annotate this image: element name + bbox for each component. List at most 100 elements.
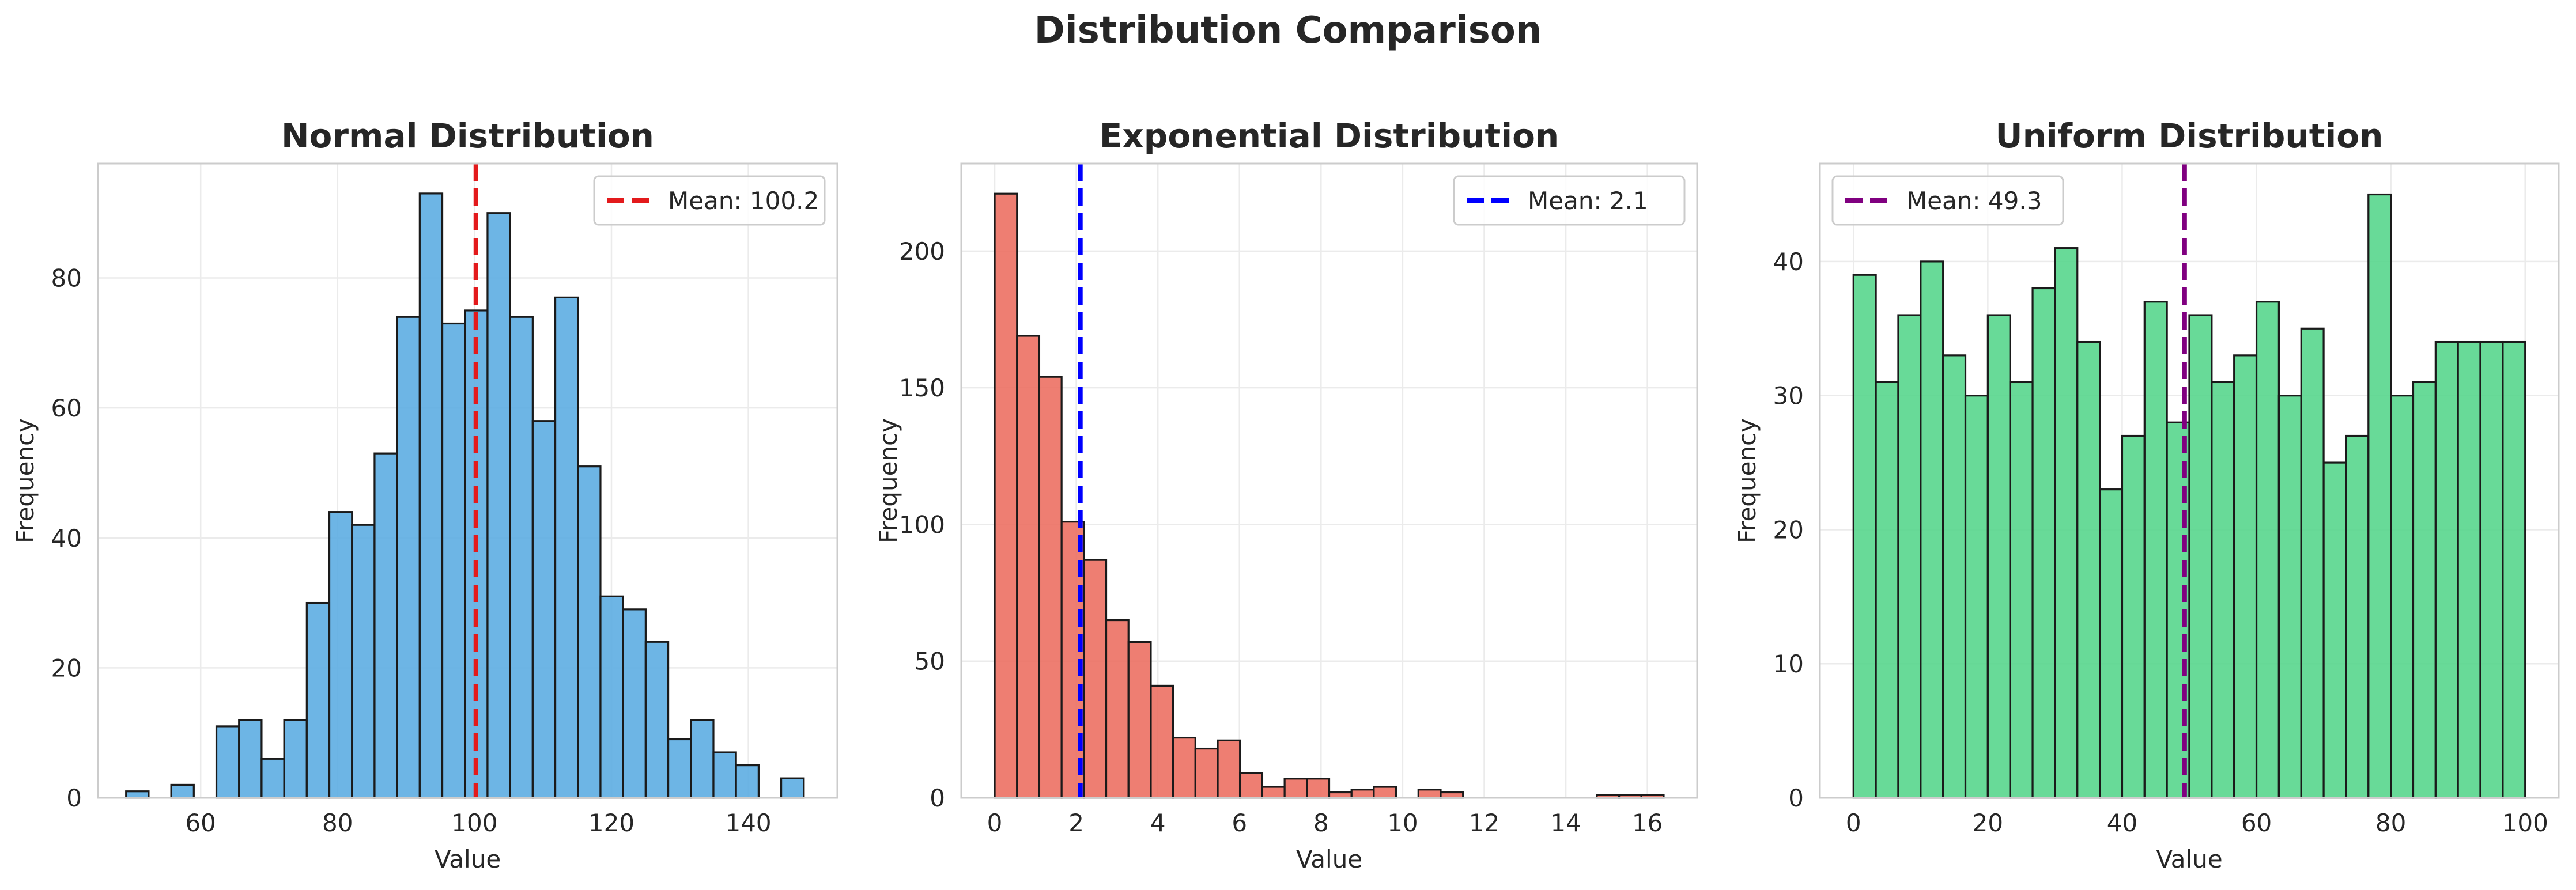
chart-uniform: 0 20 40 60 80 100 0 10 20 30 40 Uniform Distributio…: [1733, 116, 2560, 873]
y-tick-label: 80: [51, 264, 82, 293]
histogram-bar: [1194, 747, 1219, 799]
histogram-bar: [2322, 461, 2347, 799]
x-axis-label: Value: [2156, 845, 2222, 873]
histogram-bar: [1373, 786, 1397, 799]
x-axis-label: Value: [1296, 845, 1362, 873]
histogram-bar: [2300, 327, 2325, 799]
axes-frame: [1819, 162, 2560, 799]
y-tick-label: 20: [51, 654, 82, 682]
histogram-bar: [599, 595, 624, 799]
histogram-bar: [1127, 641, 1152, 799]
axes-frame: [960, 162, 1698, 799]
histogram-bar: [2121, 434, 2146, 799]
histogram-bar: [2457, 340, 2481, 799]
legend: Mean: 100.2: [593, 175, 826, 226]
x-tick-label: 8: [1313, 809, 1329, 837]
histogram-bar: [2345, 434, 2370, 799]
chart-title: Normal Distribution: [281, 116, 654, 156]
y-tick-label: 40: [1773, 248, 1804, 276]
y-tick-label: 10: [1773, 650, 1804, 678]
y-tick-label: 200: [899, 237, 945, 266]
legend: Mean: 2.1: [1453, 175, 1686, 226]
x-tick-label: 14: [1550, 809, 1581, 837]
histogram-bar: [1350, 789, 1375, 799]
histogram-bar: [2255, 301, 2280, 799]
x-tick-label: 80: [322, 809, 353, 837]
histogram-bar: [2099, 488, 2124, 799]
legend-box: [593, 175, 826, 226]
legend: Mean: 49.3: [1831, 175, 2064, 226]
histogram-bar: [1105, 619, 1130, 799]
y-tick-label: 0: [930, 784, 945, 812]
histogram-bar: [2367, 193, 2392, 799]
chart-title: Exponential Distribution: [1100, 116, 1559, 156]
x-tick-label: 40: [2107, 809, 2137, 837]
histogram-bar: [2479, 340, 2504, 799]
histogram-bar: [328, 511, 353, 799]
histogram-bar: [1942, 354, 1967, 799]
histogram-bar: [2390, 395, 2415, 799]
x-tick-label: 0: [987, 809, 1003, 837]
y-tick-label: 0: [66, 784, 82, 812]
histogram-bar: [509, 316, 534, 799]
y-axis-label: Frequency: [11, 418, 39, 543]
histogram-bar: [554, 296, 579, 799]
histogram-bar: [622, 608, 647, 799]
legend-label: Mean: 2.1: [1528, 187, 1648, 215]
histogram-bar: [1016, 335, 1041, 799]
histogram-bar: [1038, 376, 1063, 799]
histogram-bar: [125, 790, 150, 799]
histogram-bar: [418, 192, 444, 799]
histogram-bar: [735, 764, 760, 799]
x-tick-label: 20: [1973, 809, 2003, 837]
legend-box: [1453, 175, 1686, 226]
chart-exponential: 0 2 4 6 8 10 12 14 16 0 50 100 150 200 Exponential Dis…: [874, 116, 1698, 873]
legend-label: Mean: 100.2: [668, 187, 819, 215]
histogram-bar: [531, 420, 557, 799]
histogram-bar: [2211, 381, 2235, 799]
x-tick-label: 4: [1150, 809, 1166, 837]
histogram-bar: [1852, 274, 1877, 799]
y-tick-label: 150: [899, 374, 945, 402]
x-tick-label: 100: [451, 809, 497, 837]
histogram-bar: [644, 641, 670, 799]
figure-title: Distribution Comparison: [1034, 9, 1542, 52]
x-tick-label: 60: [185, 809, 216, 837]
histogram-bar: [667, 738, 692, 799]
histogram-bar: [690, 719, 715, 799]
histogram-bar: [1217, 739, 1241, 799]
y-tick-label: 20: [1773, 516, 1804, 544]
legend-box: [1831, 175, 2064, 226]
histogram-bar: [486, 212, 511, 799]
histogram-bar: [1172, 736, 1196, 799]
histogram-bar: [283, 719, 308, 799]
x-tick-label: 80: [2375, 809, 2406, 837]
histogram-bar: [2412, 381, 2437, 799]
y-tick-label: 30: [1773, 382, 1804, 410]
x-tick-label: 0: [1846, 809, 1861, 837]
histogram-bar: [577, 465, 602, 799]
bars: [1852, 193, 2526, 799]
x-tick-label: 2: [1068, 809, 1084, 837]
x-tick-label: 100: [2502, 809, 2548, 837]
y-tick-label: 40: [51, 524, 82, 552]
histogram-bar: [260, 758, 285, 799]
histogram-bar: [1261, 786, 1286, 799]
histogram-bar: [2031, 287, 2056, 799]
histogram-bar: [1875, 381, 1899, 799]
x-tick-label: 12: [1469, 809, 1499, 837]
histogram-bar: [1239, 772, 1264, 799]
histogram-bar: [373, 452, 398, 799]
histogram-bar: [2277, 395, 2302, 799]
grid: [961, 164, 1697, 799]
histogram-bar: [1920, 260, 1944, 799]
x-tick-label: 60: [2241, 809, 2272, 837]
histogram-bar: [2054, 247, 2079, 799]
histogram-bar: [994, 192, 1018, 799]
histogram-bar: [1150, 684, 1174, 799]
histogram-bar: [396, 316, 421, 799]
histogram-bar: [1986, 314, 2011, 799]
histogram-bar: [712, 751, 737, 799]
histogram-bar: [2188, 314, 2213, 799]
